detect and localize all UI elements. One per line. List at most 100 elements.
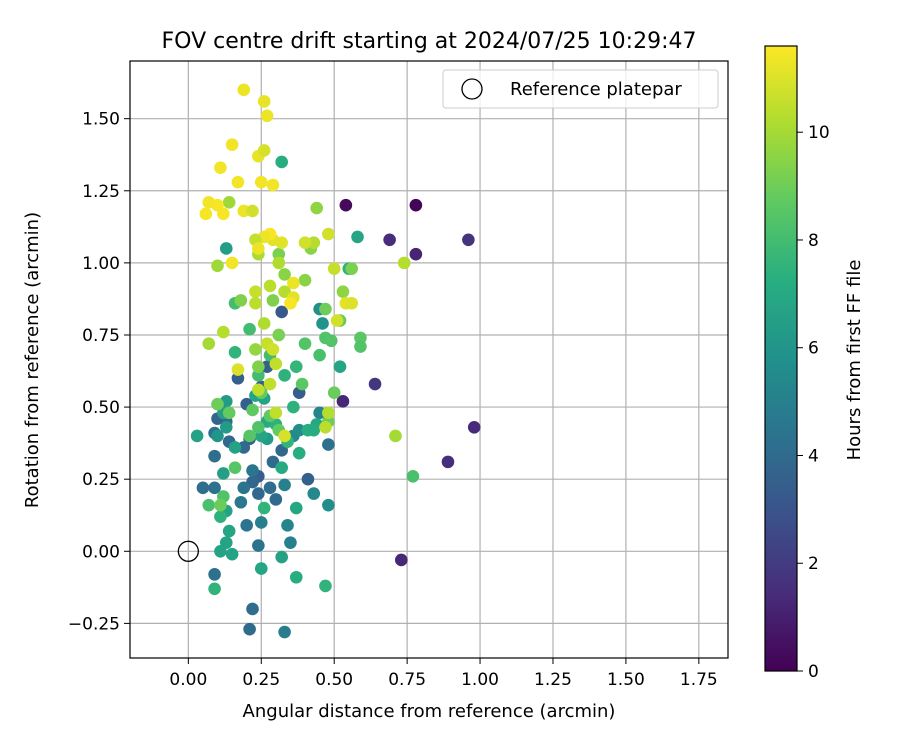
data-point	[252, 487, 265, 500]
data-point	[307, 487, 321, 500]
data-point	[249, 296, 262, 310]
data-point	[237, 83, 251, 97]
data-point	[257, 501, 271, 515]
data-point	[234, 495, 248, 509]
data-point	[254, 562, 268, 575]
data-point	[287, 276, 300, 290]
y-tick-label: 0.75	[82, 326, 120, 346]
data-point	[319, 302, 332, 316]
data-point	[237, 481, 251, 495]
data-point	[231, 363, 245, 376]
colorbar-ticks: 0 2 4 6 8 10	[797, 123, 830, 682]
y-axis-label: Rotation from reference (arcmin)	[22, 212, 43, 508]
colorbar-tick-label: 8	[808, 231, 819, 251]
data-point	[249, 285, 262, 299]
data-point	[327, 386, 341, 399]
data-point	[383, 233, 396, 247]
data-point	[222, 196, 236, 209]
data-point	[272, 328, 286, 342]
data-point	[275, 550, 288, 564]
x-tick-label: 0.25	[242, 670, 280, 690]
y-tick-label: −0.25	[68, 614, 120, 634]
data-point	[208, 449, 221, 463]
y-tick-label: 0.00	[82, 542, 120, 562]
data-point	[219, 242, 233, 255]
data-point	[409, 247, 423, 261]
data-point	[389, 429, 402, 443]
chart-title: FOV centre drift starting at 2024/07/25 …	[162, 29, 697, 54]
data-point	[330, 314, 344, 327]
colorbar-tick-label: 4	[808, 446, 819, 466]
data-point	[252, 369, 265, 382]
x-tick-label: 1.50	[607, 670, 645, 690]
legend-box	[442, 69, 719, 109]
data-point	[275, 155, 288, 169]
data-point	[322, 438, 335, 451]
data-point	[289, 570, 303, 584]
data-point	[266, 178, 280, 192]
data-point	[289, 360, 303, 374]
data-point	[254, 516, 268, 529]
reference-platepar-marker	[177, 540, 199, 562]
data-point	[316, 317, 329, 330]
data-point	[394, 553, 408, 567]
grid	[130, 61, 728, 658]
x-tick-label: 0.00	[169, 670, 207, 690]
data-point	[345, 262, 358, 275]
data-point	[298, 273, 312, 287]
data-point	[272, 256, 286, 270]
data-point	[225, 256, 239, 270]
x-axis-label: Angular distance from reference (arcmin)	[243, 701, 616, 722]
data-point	[260, 109, 274, 123]
data-point	[225, 138, 239, 151]
data-point	[409, 198, 423, 212]
data-point	[243, 429, 256, 443]
data-point	[263, 481, 277, 495]
data-point	[272, 247, 286, 261]
data-point	[289, 501, 303, 515]
data-point	[345, 296, 358, 310]
data-point	[190, 429, 204, 443]
data-point	[298, 236, 312, 249]
data-point	[202, 498, 216, 512]
data-point	[217, 207, 230, 221]
data-point	[278, 478, 291, 492]
y-tick-label: 0.50	[82, 398, 120, 418]
data-point	[310, 201, 323, 215]
data-point	[217, 325, 230, 339]
data-point	[266, 343, 280, 356]
data-point	[240, 519, 253, 532]
legend: Reference platepar	[442, 69, 719, 109]
colorbar-tick-label: 6	[808, 339, 819, 359]
data-point	[319, 579, 332, 593]
data-point	[307, 236, 321, 249]
data-point	[278, 429, 291, 443]
data-point	[295, 377, 309, 391]
data-point	[301, 472, 315, 486]
data-point	[269, 406, 283, 420]
data-point	[275, 461, 288, 474]
data-point	[327, 262, 341, 275]
data-point	[263, 377, 277, 391]
y-tick-label: 0.25	[82, 470, 120, 490]
data-point	[351, 230, 364, 244]
data-point	[354, 331, 367, 345]
data-point	[284, 296, 297, 310]
data-point	[339, 198, 353, 212]
data-point	[225, 547, 239, 561]
plot-frame	[129, 60, 729, 659]
data-point	[243, 622, 256, 636]
data-point	[202, 337, 216, 350]
data-point	[333, 360, 347, 374]
data-point	[214, 498, 227, 512]
data-point	[269, 357, 283, 371]
data-point	[269, 493, 283, 506]
data-point	[211, 429, 224, 443]
data-point	[214, 544, 227, 558]
data-point	[196, 481, 210, 495]
data-point	[246, 403, 259, 417]
data-point	[322, 498, 335, 512]
data-point	[246, 464, 259, 477]
x-tick-label: 0.75	[388, 670, 426, 690]
data-point	[246, 602, 259, 616]
